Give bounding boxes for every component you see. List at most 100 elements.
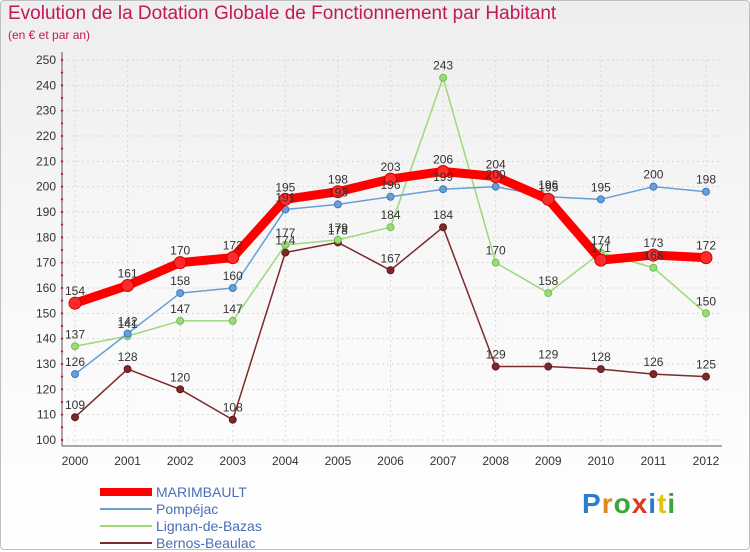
data-point-lignan-de-bazas bbox=[176, 316, 185, 325]
data-label-lignan-de-bazas: 147 bbox=[223, 302, 243, 316]
data-point-lignan-de-bazas bbox=[702, 309, 710, 318]
y-tick-label: 110 bbox=[37, 408, 56, 422]
data-label-marimbault: 204 bbox=[486, 158, 506, 172]
data-label-marimbault: 203 bbox=[380, 160, 400, 174]
y-minor-tick bbox=[60, 299, 64, 302]
y-tick-label: 140 bbox=[36, 332, 56, 346]
data-label-bernos-beaulac: 178 bbox=[328, 223, 348, 237]
data-label-pomp-jac: 126 bbox=[65, 355, 85, 369]
logo-letter: i bbox=[648, 488, 658, 519]
y-minor-tick bbox=[60, 84, 64, 87]
data-point-pomp-jac bbox=[702, 187, 710, 196]
data-label-lignan-de-bazas: 170 bbox=[486, 244, 506, 258]
data-label-marimbault: 198 bbox=[328, 173, 348, 187]
data-point-bernos-beaulac bbox=[228, 415, 237, 424]
data-point-bernos-beaulac bbox=[176, 385, 185, 394]
x-tick-label: 2005 bbox=[325, 454, 352, 468]
y-minor-tick bbox=[60, 134, 64, 138]
data-label-pomp-jac: 195 bbox=[591, 180, 611, 194]
y-minor-tick bbox=[60, 362, 64, 366]
y-minor-tick bbox=[60, 172, 64, 176]
data-point-marimbault bbox=[489, 170, 503, 184]
logo-letter: r bbox=[601, 488, 614, 519]
y-tick-label: 170 bbox=[36, 256, 56, 270]
x-tick-label: 2007 bbox=[430, 454, 457, 468]
x-tick-label: 2000 bbox=[62, 454, 89, 468]
data-label-bernos-beaulac: 125 bbox=[696, 358, 716, 372]
legend-label-lignan-de-bazas: Lignan-de-Bazas bbox=[156, 518, 262, 534]
data-label-marimbault: 172 bbox=[696, 239, 716, 253]
data-label-pomp-jac: 200 bbox=[486, 168, 506, 182]
data-point-marimbault bbox=[278, 192, 292, 206]
data-label-marimbault: 195 bbox=[275, 180, 295, 194]
y-minor-tick bbox=[60, 71, 64, 74]
data-label-marimbault: 170 bbox=[170, 244, 190, 258]
legend-label-pompejac: Pompéjac bbox=[156, 501, 219, 517]
logo-letter: o bbox=[613, 488, 632, 519]
data-point-marimbault bbox=[384, 172, 397, 186]
data-label-marimbault: 161 bbox=[118, 266, 138, 280]
data-point-marimbault bbox=[646, 248, 660, 262]
data-label-lignan-de-bazas: 137 bbox=[65, 327, 85, 341]
y-minor-tick bbox=[60, 96, 64, 100]
data-label-lignan-de-bazas: 158 bbox=[538, 274, 558, 288]
data-point-bernos-beaulac bbox=[281, 248, 290, 257]
y-minor-tick bbox=[60, 426, 64, 429]
data-label-pomp-jac: 196 bbox=[380, 178, 400, 192]
data-point-bernos-beaulac bbox=[439, 223, 448, 232]
data-point-lignan-de-bazas bbox=[71, 342, 79, 351]
data-point-marimbault bbox=[541, 192, 555, 206]
y-minor-tick bbox=[60, 261, 64, 264]
y-tick-label: 100 bbox=[36, 433, 56, 447]
data-label-marimbault: 171 bbox=[591, 241, 611, 255]
data-label-pomp-jac: 142 bbox=[118, 315, 138, 329]
data-point-lignan-de-bazas bbox=[333, 235, 342, 244]
data-point-bernos-beaulac bbox=[123, 365, 132, 374]
data-label-lignan-de-bazas: 150 bbox=[696, 294, 716, 308]
data-label-pomp-jac: 158 bbox=[170, 274, 190, 288]
y-minor-tick bbox=[60, 147, 64, 150]
data-label-bernos-beaulac: 108 bbox=[223, 401, 243, 415]
data-point-lignan-de-bazas bbox=[491, 258, 500, 267]
legend-swatch-bernos-beaulac bbox=[100, 542, 152, 544]
data-point-lignan-de-bazas bbox=[281, 240, 290, 249]
y-tick-label: 180 bbox=[36, 230, 56, 244]
data-point-marimbault bbox=[331, 185, 345, 199]
y-tick-label: 220 bbox=[36, 129, 56, 143]
data-label-lignan-de-bazas: 184 bbox=[380, 208, 400, 222]
data-point-marimbault bbox=[68, 296, 82, 310]
data-labels-lignan-de-bazas: 137 141 147 147 177 179 184 243 170 158 174 168 150 bbox=[65, 59, 716, 342]
y-minor-tick bbox=[60, 185, 64, 188]
y-minor-tick bbox=[60, 388, 64, 391]
data-point-bernos-beaulac bbox=[71, 413, 79, 422]
data-label-bernos-beaulac: 129 bbox=[486, 348, 506, 362]
y-minor-tick bbox=[60, 122, 64, 125]
x-tick-label: 2009 bbox=[535, 454, 562, 468]
chart-subtitle: (en € et par an) bbox=[8, 28, 91, 42]
data-label-bernos-beaulac: 126 bbox=[643, 355, 663, 369]
y-minor-tick bbox=[60, 337, 64, 340]
series-marimbault bbox=[68, 164, 713, 310]
legend-swatch-pompejac bbox=[100, 508, 152, 510]
y-tick-label: 190 bbox=[36, 205, 56, 219]
data-point-pomp-jac bbox=[333, 200, 342, 209]
proxiti-logo: Proxiti bbox=[582, 488, 676, 520]
y-minor-tick bbox=[60, 58, 64, 62]
data-label-bernos-beaulac: 167 bbox=[380, 251, 400, 265]
data-point-bernos-beaulac bbox=[544, 362, 553, 371]
logo-letter: x bbox=[631, 488, 649, 519]
data-label-lignan-de-bazas: 168 bbox=[643, 249, 663, 263]
data-point-pomp-jac bbox=[71, 370, 79, 379]
y-minor-tick bbox=[60, 350, 64, 353]
data-labels-bernos-beaulac: 109 128 120 108 174 178 167 184 129 129 128 126 125 bbox=[65, 208, 716, 415]
series-pomp-jac bbox=[71, 182, 710, 379]
series-bernos-beaulac bbox=[71, 223, 710, 424]
data-point-marimbault bbox=[699, 251, 713, 265]
y-minor-tick bbox=[60, 286, 64, 290]
data-label-pomp-jac: 191 bbox=[275, 190, 295, 204]
x-tick-label: 2011 bbox=[641, 454, 667, 468]
y-tick-label: 120 bbox=[36, 382, 56, 396]
data-point-lignan-de-bazas bbox=[544, 289, 553, 298]
x-tick-label: 2001 bbox=[114, 454, 141, 468]
